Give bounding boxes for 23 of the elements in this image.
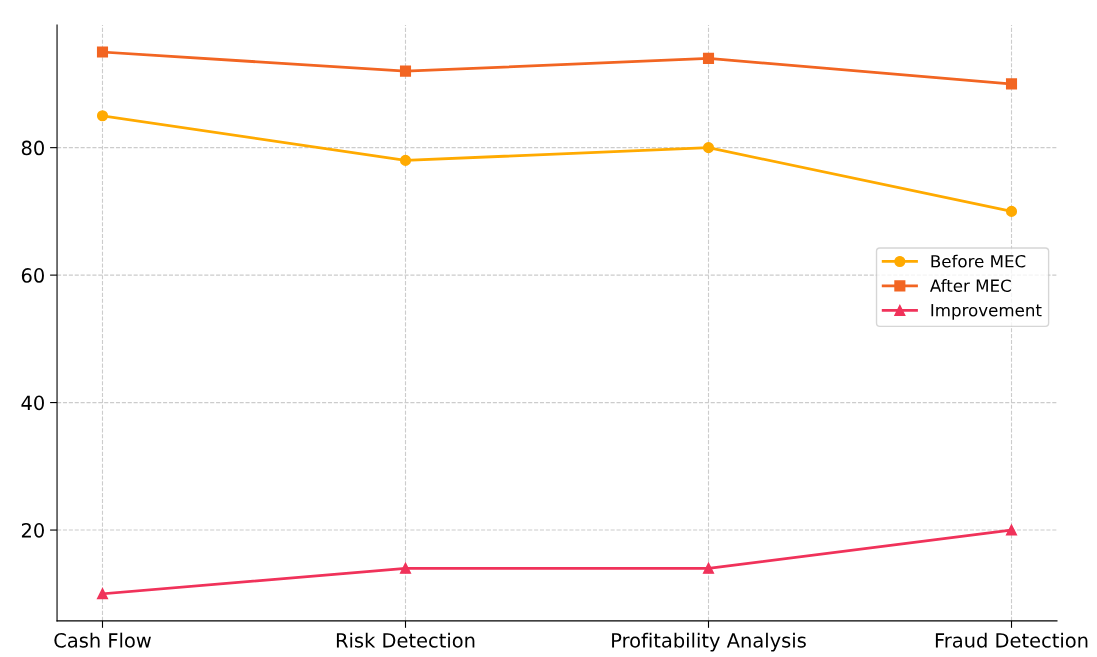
x-tick-label: Profitability Analysis bbox=[612, 632, 806, 652]
point bbox=[399, 65, 412, 77]
point bbox=[399, 562, 412, 574]
y-tick-label: 60 bbox=[21, 268, 44, 283]
y-tick-label: 80 bbox=[21, 140, 44, 156]
x-tick-label: Cash Flow bbox=[54, 632, 151, 648]
point bbox=[1005, 524, 1018, 536]
point bbox=[702, 142, 715, 154]
y-tick-label: 20 bbox=[21, 523, 44, 538]
point bbox=[1005, 205, 1018, 217]
legend-label: Before MEC bbox=[931, 254, 1026, 268]
point bbox=[702, 562, 715, 574]
legend-label: Improvement bbox=[931, 304, 1042, 320]
point bbox=[702, 52, 715, 64]
point bbox=[96, 46, 109, 58]
legend-label: After MEC bbox=[929, 279, 1011, 292]
x-tick-label: Risk Detection bbox=[336, 632, 475, 648]
point bbox=[96, 588, 109, 600]
x-tick-label: Fraud Detection bbox=[935, 632, 1088, 648]
y-tick-label: 40 bbox=[21, 395, 44, 411]
point bbox=[96, 110, 109, 122]
point bbox=[399, 154, 412, 166]
point bbox=[1005, 78, 1018, 90]
